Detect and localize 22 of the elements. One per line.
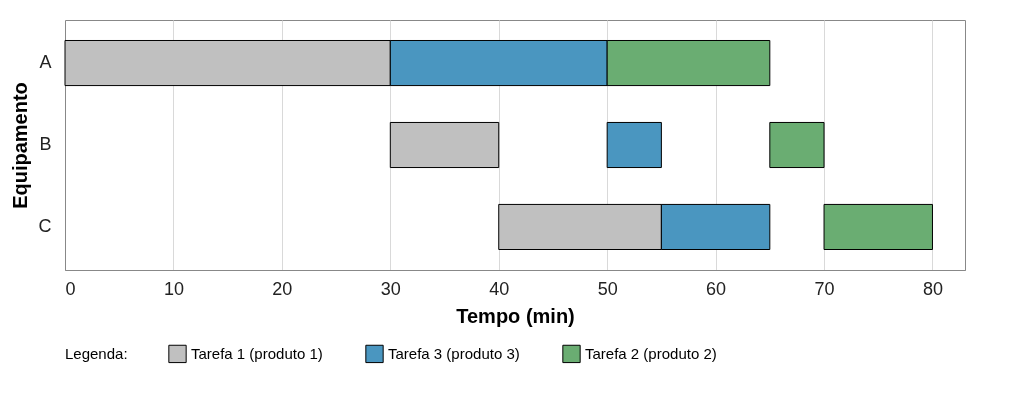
x-tick-label: 30 [380, 278, 401, 299]
x-tick-label: 20 [272, 278, 293, 299]
x-tick-label: 70 [814, 278, 835, 299]
bar [823, 203, 933, 251]
y-tick-label: B [39, 134, 52, 154]
legend-title: Legenda: [65, 345, 128, 362]
legend-label: Tarefa 2 (produto 2) [585, 344, 717, 362]
x-tick-label: 0 [65, 278, 76, 299]
x-tick-label: 10 [163, 278, 184, 299]
legend-label: Tarefa 3 (produto 3) [388, 344, 520, 362]
x-tick-label: 40 [489, 278, 510, 299]
x-axis-title: Tempo (min) [456, 304, 575, 327]
y-tick-label: A [39, 52, 52, 73]
x-tick-label: 50 [597, 278, 618, 299]
y-axis-title: Equipamento [8, 82, 31, 209]
y-tick-label: C [38, 215, 52, 236]
legend-label: Tarefa 1 (produto 1) [191, 344, 323, 362]
bar [389, 121, 500, 169]
x-tick-label: 60 [706, 278, 727, 299]
x-tick-label: 80 [922, 278, 943, 299]
bar [769, 121, 825, 169]
bar [606, 121, 662, 169]
